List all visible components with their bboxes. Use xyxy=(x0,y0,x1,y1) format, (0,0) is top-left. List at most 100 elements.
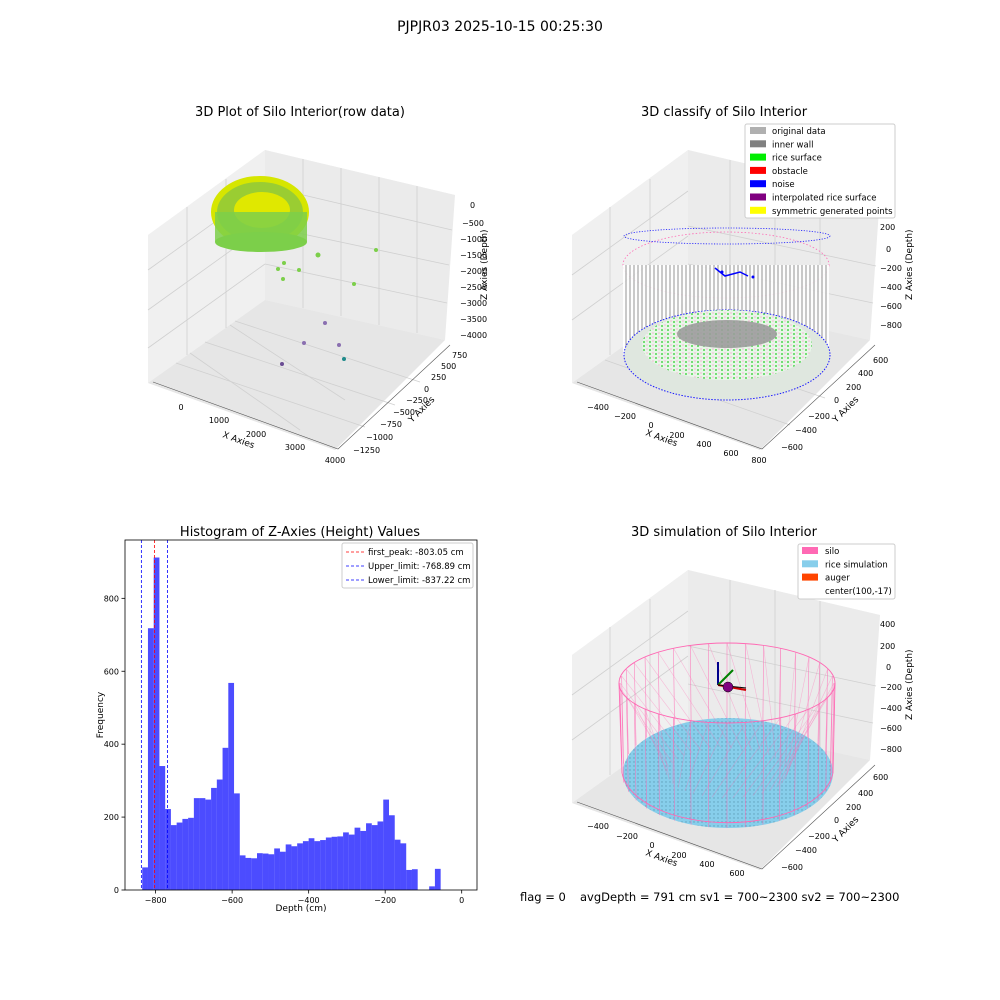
panel4-y-tick: 200 xyxy=(846,803,861,812)
panel2-title: 3D classify of Silo Interior xyxy=(641,105,808,120)
panel4-z-tick: 400 xyxy=(880,620,895,629)
legend4-label: auger xyxy=(825,574,850,584)
histogram-bar xyxy=(325,837,332,890)
legend2-swatch xyxy=(750,153,766,161)
panel1-scatter-point xyxy=(281,277,285,281)
silo-wire-line xyxy=(634,702,637,801)
panel4-z-tick: −800 xyxy=(880,745,902,754)
legend2-label: rice surface xyxy=(772,154,822,164)
silo-wire-diag xyxy=(745,643,770,756)
silo-wire-line xyxy=(825,669,828,755)
histogram-y-tick: 800 xyxy=(104,594,119,603)
silo-wire-diag xyxy=(621,675,685,756)
histogram-bar xyxy=(142,867,148,890)
histogram-y-tick: 400 xyxy=(104,740,119,749)
panel1-title: 3D Plot of Silo Interior(row data) xyxy=(195,105,405,120)
histogram-bar xyxy=(239,855,246,890)
panel1-tick-labels: 0 1000 2000 3000 4000 750 500 250 0 −250… xyxy=(178,201,487,465)
histogram-bar xyxy=(302,841,309,890)
panel3-histogram: −800 −600 −400 −200 0 0 200 400 600 800 Depth (c… xyxy=(96,539,478,914)
histogram-bar xyxy=(216,779,223,890)
panel1-scatter-points xyxy=(211,176,378,366)
panel4-z-tick: 0 xyxy=(886,663,891,672)
panel2-y-tick: 600 xyxy=(873,356,888,365)
panel1-scatter-point xyxy=(342,357,346,361)
panel2-y-tick: 200 xyxy=(846,383,861,392)
histogram-x-tick: −400 xyxy=(298,896,320,905)
histogram-bar xyxy=(406,869,412,890)
panel4-y-tick: −200 xyxy=(808,832,830,841)
histogram-bar xyxy=(297,843,303,890)
silo-wire-diag xyxy=(657,713,670,780)
silo-wire-diag xyxy=(677,720,691,788)
silo-wire-diag xyxy=(732,713,797,799)
histogram-bar xyxy=(228,682,235,890)
histogram-bar xyxy=(251,858,257,890)
histogram-bar xyxy=(429,886,435,890)
panel4-z-tick: −200 xyxy=(880,683,902,692)
legend2-label: obstacle xyxy=(772,167,808,177)
panel1-z-tick: −2000 xyxy=(460,267,487,276)
panel3-y-label: Frequency xyxy=(96,691,106,738)
silo-wire-diag xyxy=(784,669,828,780)
panel1-scatter-point xyxy=(323,321,327,325)
histogram-y-tick: 600 xyxy=(104,667,119,676)
histogram-bar xyxy=(308,838,315,890)
panel2-y-tick: 400 xyxy=(858,369,873,378)
panel2-z-tick: −200 xyxy=(880,264,902,273)
silo-wire-diag xyxy=(763,645,777,759)
panel4-x-tick: −400 xyxy=(587,822,609,831)
panel1-scatter-point xyxy=(337,343,341,347)
histogram-bar xyxy=(331,836,338,890)
panel2-y-tick: −600 xyxy=(781,443,803,452)
silo-wire-diag xyxy=(690,645,743,749)
histogram-bar xyxy=(257,853,263,890)
silo-wire-line xyxy=(762,645,764,722)
panel1-z-tick: −1500 xyxy=(460,251,487,260)
panel2-y-tick: 0 xyxy=(834,396,839,405)
panel4-y-tick: 600 xyxy=(873,773,888,782)
panel1-y-tick: 0 xyxy=(424,385,429,394)
silo-wire-line xyxy=(762,720,764,825)
silo-wire-line xyxy=(830,689,833,783)
panel2-silo-classification xyxy=(622,227,831,401)
legend3-label: Lower_limit: -837.22 cm xyxy=(368,576,470,586)
legend2-swatch xyxy=(750,180,766,188)
silo-wire-diag xyxy=(701,722,746,796)
legend2-swatch xyxy=(750,193,766,201)
silo-wire-diag xyxy=(644,657,712,750)
histogram-bar xyxy=(153,557,160,890)
histogram-bar xyxy=(389,815,395,890)
histogram-y-tick: 0 xyxy=(114,886,119,895)
silo-wire-line xyxy=(779,717,781,821)
silo-wire-line xyxy=(831,682,835,774)
histogram-bar xyxy=(165,809,171,890)
footer-avg-depth: avgDepth = 791 cm sv1 = 700~2300 sv2 = 7… xyxy=(580,890,899,904)
histogram-bar xyxy=(434,868,441,890)
panel2-legend: original data inner wall rice surface obsta… xyxy=(744,123,896,219)
histogram-bar xyxy=(245,857,252,890)
footer-flag: flag = 0 xyxy=(520,890,566,904)
panel2-x-tick: 600 xyxy=(723,449,738,458)
panel3-legend: first_peak: -803.05 cm Upper_limit: -768.… xyxy=(341,542,474,589)
histogram-bar xyxy=(354,827,361,890)
silo-wire-line xyxy=(644,708,647,809)
panel4-title: 3D simulation of Silo Interior xyxy=(631,525,818,540)
silo-wire-diag xyxy=(619,682,678,760)
panel1-scatter-point xyxy=(282,261,286,265)
panel1-z-tick: −4000 xyxy=(460,331,487,340)
panel2-y-tick: −200 xyxy=(808,412,830,421)
silo-wire-line xyxy=(817,702,820,801)
silo-wire-diag xyxy=(742,708,810,798)
silo-wire-diag xyxy=(781,675,833,784)
silo-wire-diag xyxy=(784,652,797,767)
panel1-y-tick: 750 xyxy=(452,351,467,360)
figure-suptitle: PJPJR03 2025-10-15 00:25:30 xyxy=(397,19,603,35)
legend3-label: first_peak: -803.05 cm xyxy=(368,548,464,558)
histogram-bar xyxy=(147,628,154,890)
histogram-x-tick: 0 xyxy=(459,896,464,905)
panel2-z-tick: −800 xyxy=(880,321,902,330)
panel1-z-tick: −3500 xyxy=(460,315,487,324)
panel2-x-tick: 200 xyxy=(669,431,684,440)
panel2-tick-labels: −400 −200 0 200 400 600 800 600 400 200 … xyxy=(587,223,902,465)
